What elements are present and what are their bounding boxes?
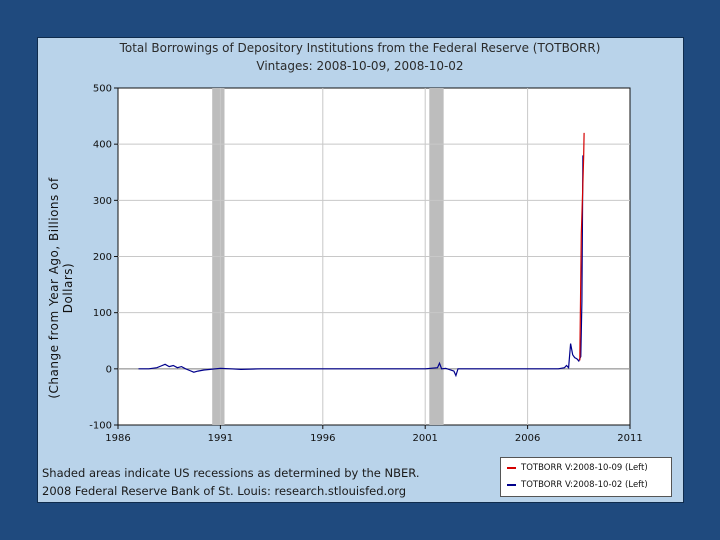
x-tick-label: 2006 [515, 433, 540, 444]
series-lines [138, 132, 585, 378]
series-line-v20081009 [579, 132, 585, 361]
x-axis-ticks: 1986 1991 1996 2001 2006 2011 [105, 425, 643, 444]
y-tick-label: 300 [93, 196, 112, 207]
x-tick-label: 2011 [617, 433, 642, 444]
y-axis-ticks: -100 0 100 200 300 400 500 [89, 84, 118, 432]
chart-title: Total Borrowings of Depository Instituti… [119, 41, 601, 55]
y-axis-label-2: Dollars) [61, 263, 75, 313]
x-tick-label: 2001 [412, 433, 437, 444]
chart-panel: Total Borrowings of Depository Instituti… [37, 37, 684, 503]
legend-swatch-blue [507, 484, 516, 486]
y-tick-label: 400 [93, 140, 112, 151]
x-tick-label: 1986 [105, 433, 130, 444]
legend-item-1002: TOTBORR V:2008-10-02 (Left) [507, 479, 648, 491]
y-tick-label: 200 [93, 252, 112, 263]
y-tick-label: 100 [93, 308, 112, 319]
legend: TOTBORR V:2008-10-09 (Left) TOTBORR V:20… [500, 457, 672, 497]
series-line-v20081002 [138, 155, 584, 378]
x-tick-label: 1991 [208, 433, 233, 444]
legend-swatch-red [507, 467, 516, 469]
y-axis-label: (Change from Year Ago, Billions of [47, 177, 61, 399]
legend-item-1009: TOTBORR V:2008-10-09 (Left) [507, 462, 648, 474]
y-tick-label: 500 [93, 84, 112, 95]
legend-label-1002: TOTBORR V:2008-10-02 (Left) [521, 480, 648, 490]
recession-note: Shaded areas indicate US recessions as d… [42, 466, 420, 480]
chart-subtitle: Vintages: 2008-10-09, 2008-10-02 [256, 59, 463, 73]
legend-label-1009: TOTBORR V:2008-10-09 (Left) [521, 463, 648, 473]
y-tick-label: 0 [106, 364, 112, 375]
x-tick-label: 1996 [310, 433, 335, 444]
source-note: 2008 Federal Reserve Bank of St. Louis: … [42, 484, 407, 498]
y-tick-label: -100 [89, 421, 112, 432]
chart: Total Borrowings of Depository Instituti… [47, 41, 643, 444]
